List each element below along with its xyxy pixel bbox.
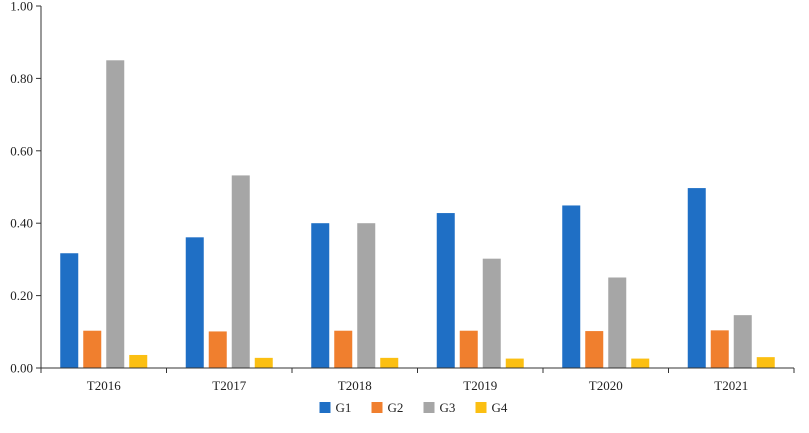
bar-g1-t2016 [60, 253, 79, 368]
y-tick-label: 0.80 [10, 71, 33, 86]
bar-g2-t2017 [208, 331, 227, 368]
bar-g3-t2020 [608, 277, 627, 368]
bar-g4-t2020 [631, 358, 650, 368]
x-ticks-group: T2016 T2017 T2018 T2019 T2020 T2021 [40, 368, 795, 393]
legend-label-g1: G1 [336, 400, 352, 415]
bar-g4-t2017 [254, 357, 273, 368]
bar-g1-t2021 [687, 188, 706, 368]
x-tick-label: T2021 [714, 378, 748, 393]
bar-g3-t2019 [482, 258, 501, 368]
bar-g1-t2020 [562, 205, 581, 368]
legend-swatch-g2 [371, 402, 383, 413]
bar-g2-t2020 [585, 331, 604, 368]
x-tick-label: T2019 [463, 378, 497, 393]
legend-swatch-g4 [475, 402, 487, 413]
legend-label-g3: G3 [440, 400, 456, 415]
x-tick-label: T2017 [212, 378, 246, 393]
x-tick-label: T2016 [87, 378, 121, 393]
legend-swatch-g1 [319, 402, 331, 413]
bar-g4-t2018 [380, 357, 399, 368]
y-tick-label: 0.40 [10, 216, 33, 231]
bar-g3-t2017 [231, 175, 250, 368]
bar-g2-t2021 [710, 330, 729, 368]
x-tick-label: T2018 [338, 378, 372, 393]
bar-g1-t2017 [185, 237, 204, 368]
bar-g2-t2016 [83, 330, 102, 368]
bar-g3-t2018 [357, 223, 376, 368]
y-tick-label: 0.60 [10, 143, 33, 158]
legend: G1 G2 G3 G4 [319, 400, 508, 415]
axes-group [40, 6, 794, 369]
bar-g1-t2019 [436, 213, 455, 368]
bar-g2-t2018 [334, 330, 353, 368]
legend-swatch-g3 [423, 402, 435, 413]
x-tick-label: T2020 [589, 378, 623, 393]
bar-g4-t2021 [756, 357, 775, 368]
bar-g1-t2018 [311, 223, 330, 368]
bars-group [60, 60, 775, 369]
y-tick-label: 0.20 [10, 288, 33, 303]
bar-g3-t2016 [106, 60, 125, 369]
bar-g3-t2021 [733, 315, 752, 368]
legend-label-g2: G2 [388, 400, 404, 415]
legend-label-g4: G4 [492, 400, 508, 415]
bar-g4-t2016 [129, 354, 148, 368]
y-tick-label: 1.00 [10, 0, 33, 14]
y-tick-label: 0.00 [10, 361, 33, 376]
bar-g2-t2019 [459, 330, 478, 368]
y-ticks-group: 0.00 0.20 0.40 0.60 0.80 1.00 [10, 0, 41, 376]
bar-g4-t2019 [505, 358, 524, 368]
